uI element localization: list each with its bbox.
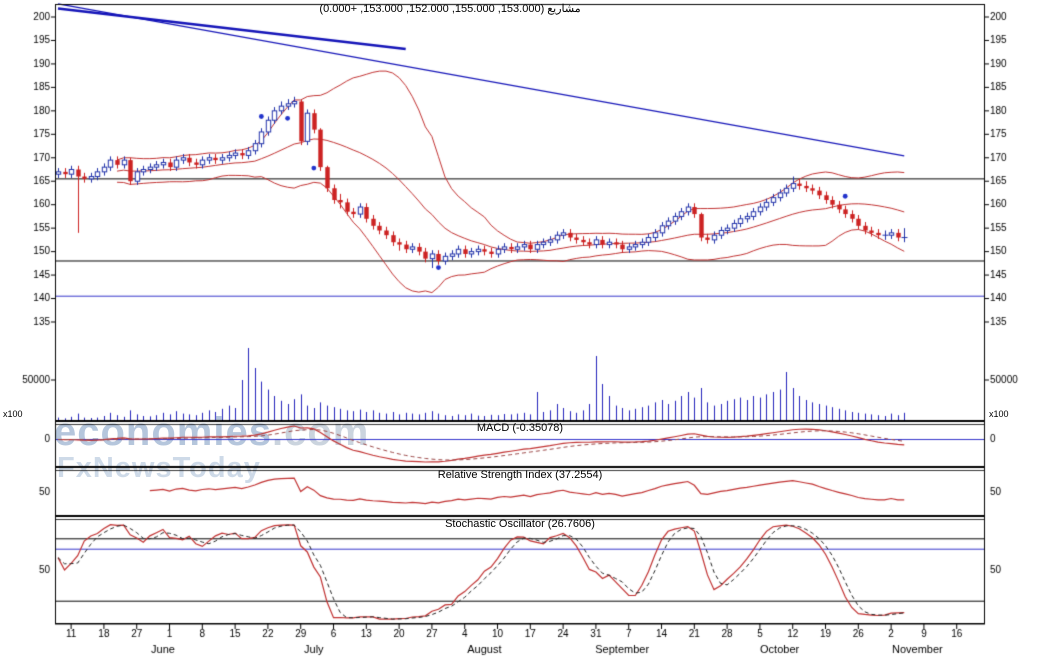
macd-label: MACD (-0.35078) xyxy=(476,422,564,434)
rsi-label: Relative Strength Index (37.2554) xyxy=(437,469,603,481)
stochastic-label: Stochastic Oscillator (26.7606) xyxy=(445,518,595,530)
volume-unit-right: x100 xyxy=(989,409,1009,419)
volume-unit-left: x100 xyxy=(3,409,23,419)
quote-annotation: مشاريع (153.000, 155.000, 152.000, 153.0… xyxy=(319,3,581,15)
